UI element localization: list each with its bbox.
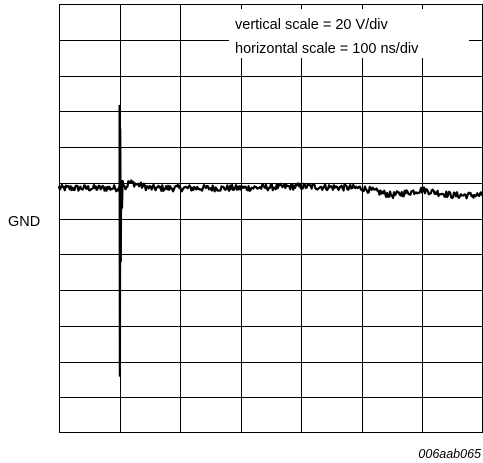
waveform-trace [57, 104, 483, 377]
graticule-frame [59, 4, 483, 433]
waveform-trace-group [57, 104, 483, 377]
figure-reference: 006aab065 [418, 447, 481, 461]
horizontal-scale-annotation: horizontal scale = 100 ns/div [235, 41, 419, 57]
graticule-grid [59, 4, 483, 433]
vertical-scale-annotation: vertical scale = 20 V/div [235, 17, 388, 33]
ground-label: GND [8, 214, 40, 230]
scale-annotation-background [229, 9, 469, 58]
